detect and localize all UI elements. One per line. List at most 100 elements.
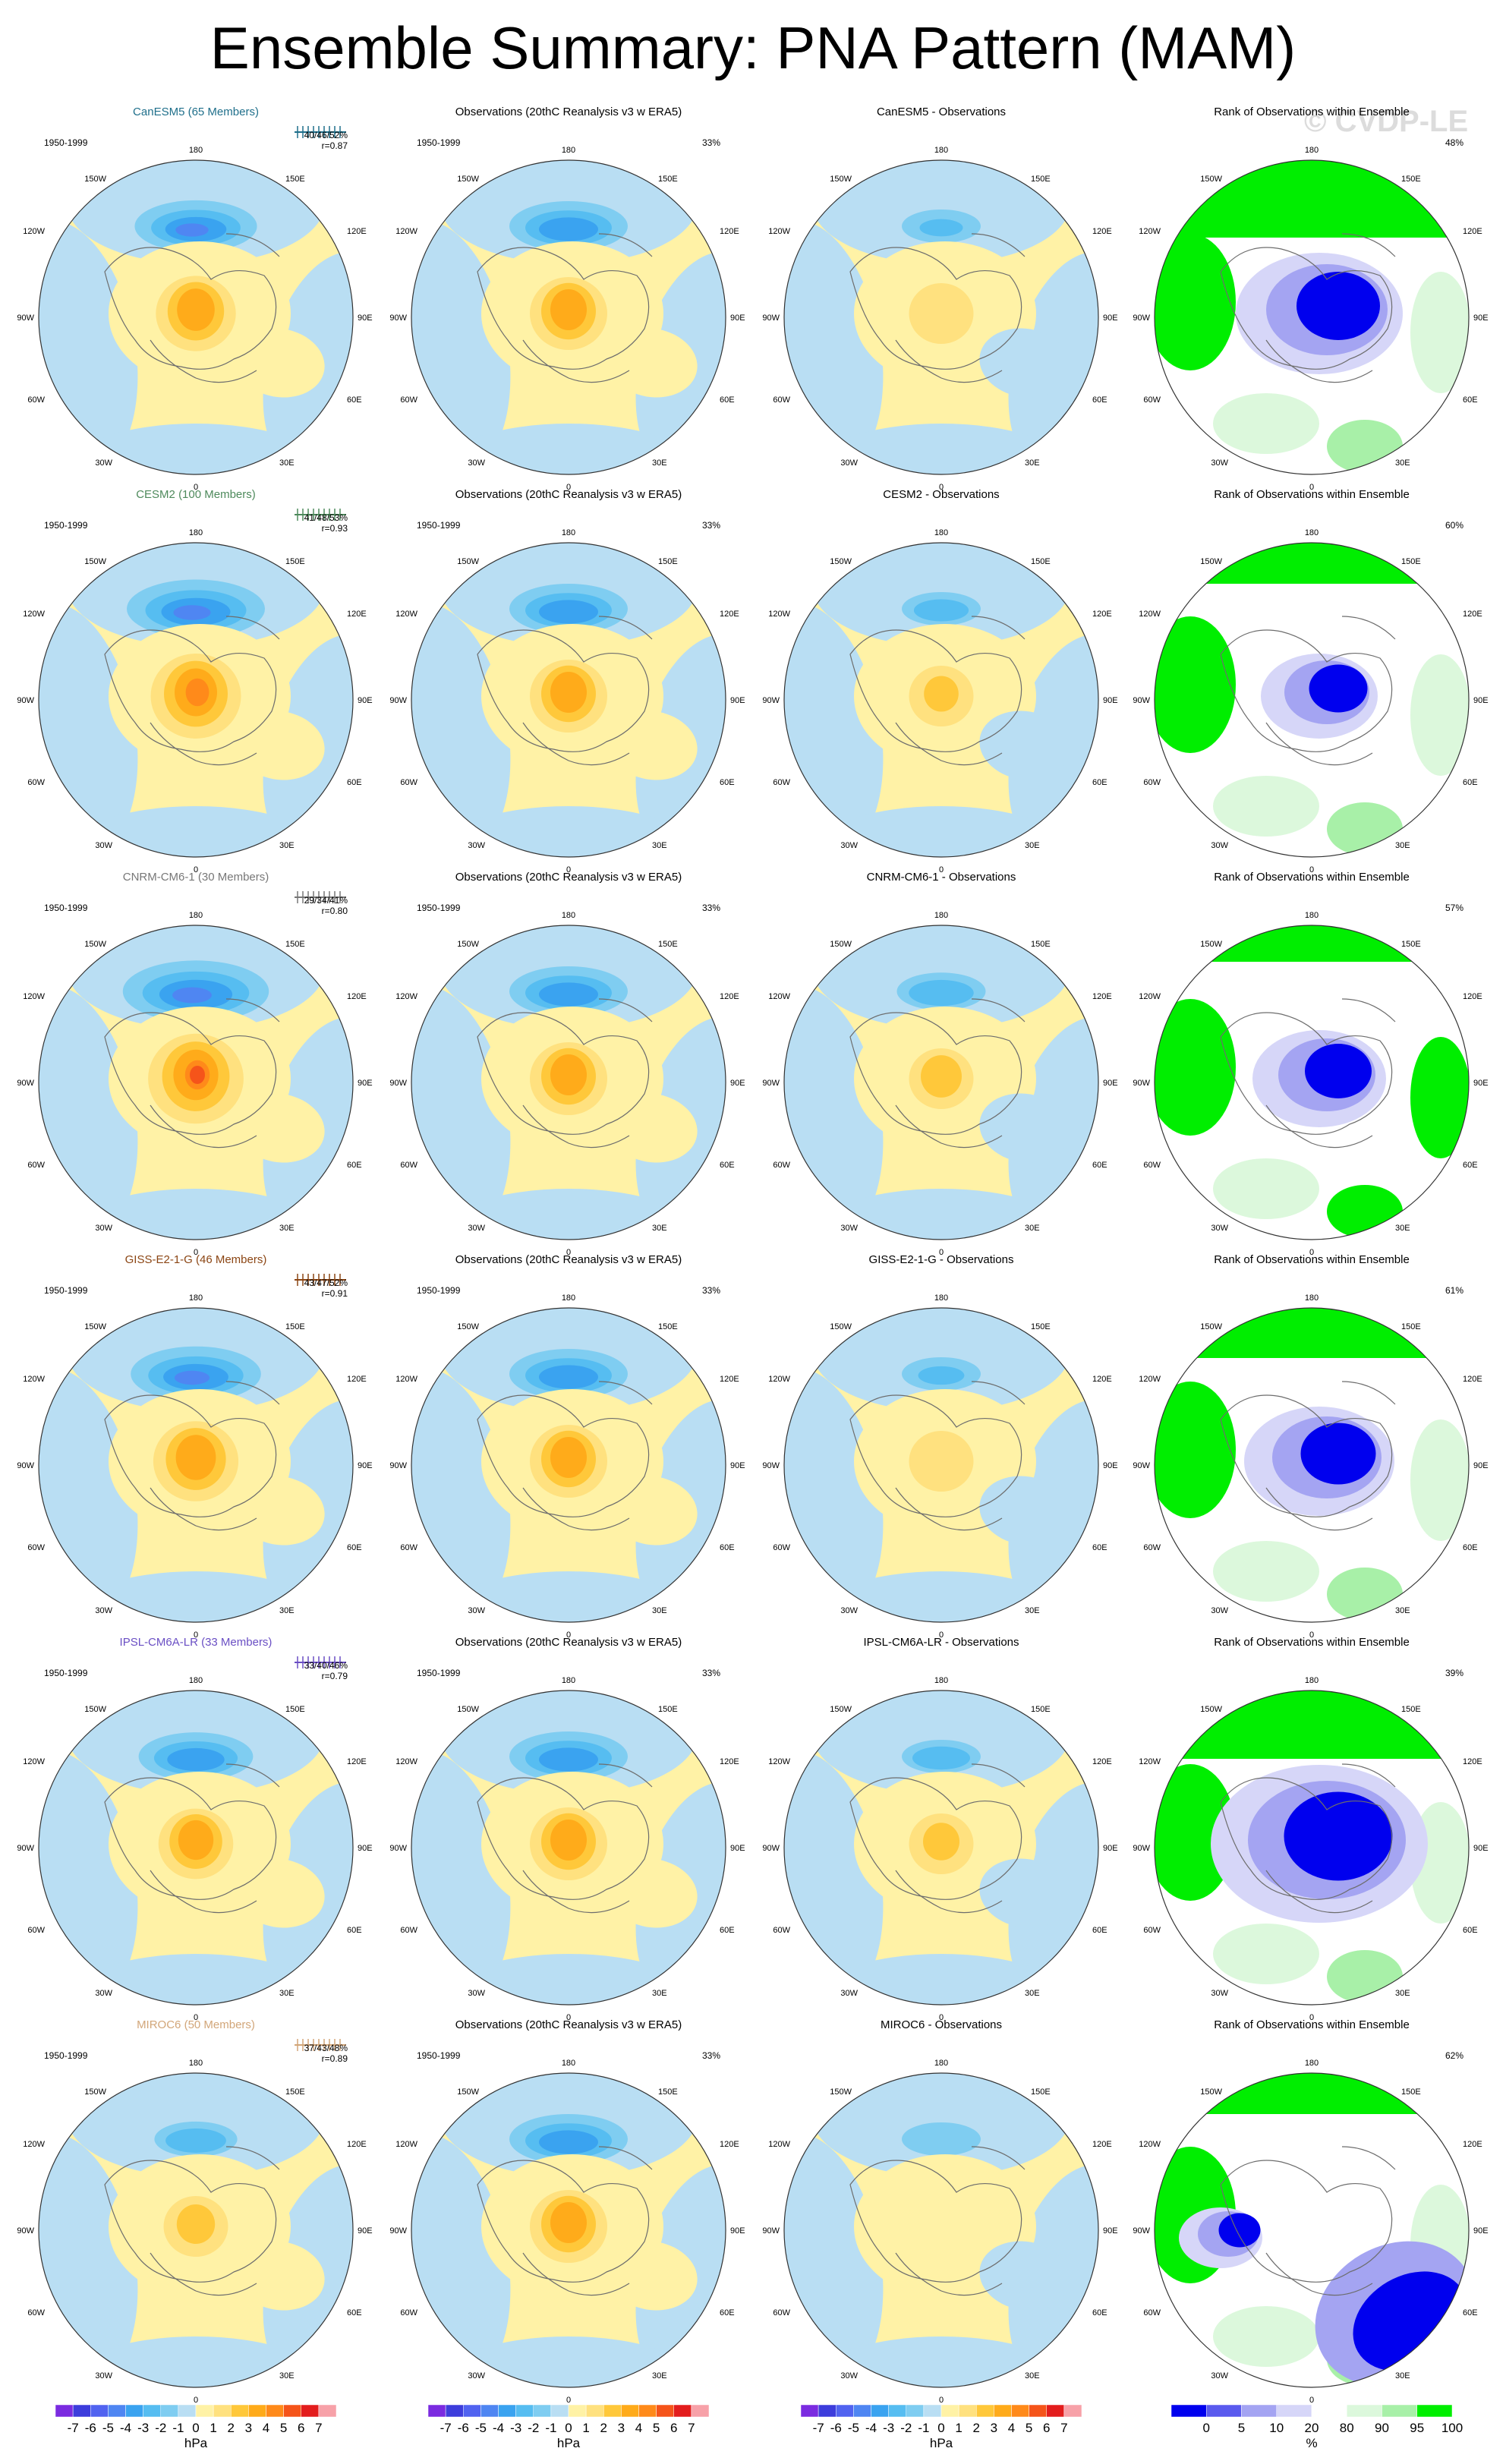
longitude-label: 0 — [939, 2396, 944, 2405]
colorbar-tick-label: 10 — [1269, 2421, 1284, 2435]
longitude-label: 0 — [194, 2396, 198, 2405]
longitude-label: 90W — [389, 1844, 407, 1853]
colorbar-tick-label: -4 — [865, 2421, 877, 2435]
longitude-labels: 180 0 90W 90E 150W 120W 150E 120E 60W 30W 60E 30E — [17, 911, 372, 1257]
longitude-label: 120E — [347, 227, 367, 236]
longitude-label: 90W — [762, 696, 780, 705]
colorbar-swatch — [160, 2404, 179, 2418]
negative-region — [1008, 1782, 1098, 2005]
longitude-label: 60W — [1143, 1161, 1161, 1170]
longitude-label: 150E — [658, 2087, 678, 2097]
longitude-label: 0 — [939, 1631, 944, 1640]
longitude-label: 150W — [830, 1322, 852, 1331]
longitude-label: 150W — [84, 940, 106, 949]
coastline — [150, 1870, 257, 1914]
positive-region — [175, 1435, 216, 1480]
map-border — [411, 1307, 726, 1623]
negative-region — [67, 806, 325, 857]
colorbar-tick-label: 0 — [192, 2421, 199, 2435]
longitude-label: 60W — [400, 778, 417, 787]
period-label: 1950-1999 — [417, 903, 461, 913]
model-title: CanESM5 (65 Members) — [133, 106, 259, 118]
colorbar-swatch — [853, 2404, 871, 2418]
polar-map — [1155, 160, 1469, 474]
coastline — [477, 2160, 650, 2283]
colorbar-tick-label: 4 — [1008, 2421, 1015, 2435]
longitude-label: 90W — [762, 1844, 780, 1853]
page-title: Ensemble Summary: PNA Pattern (MAM) — [210, 14, 1296, 81]
negative-region — [411, 219, 511, 474]
longitude-label: 30W — [1211, 1224, 1228, 1233]
longitude-label: 30E — [652, 1989, 667, 1998]
negative-region — [539, 600, 598, 624]
colorbar-swatch — [1046, 2404, 1065, 2418]
longitude-label: 180 — [934, 528, 948, 537]
map-border — [38, 2072, 354, 2388]
longitude-label: 150E — [285, 2087, 305, 2097]
diff-title: CESM2 - Observations — [883, 488, 999, 501]
longitude-label: 150W — [830, 2087, 852, 2097]
coastline — [225, 998, 280, 1022]
longitude-label: 0 — [194, 1631, 198, 1640]
negative-region — [902, 2122, 981, 2156]
colorbar-swatch — [923, 2404, 942, 2418]
colorbar-tick-label: 7 — [688, 2421, 695, 2435]
longitude-label: 150E — [658, 940, 678, 949]
longitude-label: 120W — [23, 1375, 45, 1384]
period-label: 1950-1999 — [44, 520, 88, 531]
negative-region — [784, 1750, 884, 2005]
longitude-label: 0 — [194, 1248, 198, 1257]
colorbar-tick-label: -4 — [120, 2421, 131, 2435]
longitude-label: 120E — [1463, 2140, 1482, 2149]
longitude-label: 180 — [1305, 146, 1319, 155]
negative-region — [411, 1750, 511, 2005]
longitude-label: 150E — [658, 1705, 678, 1714]
longitude-label: 30E — [279, 458, 295, 468]
longitude-labels: 180 0 90W 90E 150W 120W 150E 120E 60W 30W 60E 30E — [17, 1293, 372, 1640]
colorbar-tick-label: 3 — [991, 2421, 997, 2435]
map-border — [411, 925, 726, 1240]
longitude-label: 30W — [840, 2371, 858, 2381]
polar-map — [784, 543, 1098, 857]
longitude-label: 150E — [1031, 557, 1051, 566]
longitude-label: 30E — [652, 458, 667, 468]
negative-region — [165, 2128, 226, 2153]
rank-percent: 57% — [1445, 903, 1463, 913]
obs-percent: 33% — [702, 2050, 720, 2061]
longitude-label: 30W — [840, 1224, 858, 1233]
longitude-label: 180 — [1305, 2059, 1319, 2068]
longitude-label: 150E — [285, 1705, 305, 1714]
positive-region — [924, 676, 959, 712]
map-border — [1154, 925, 1470, 1240]
coastline — [895, 1487, 1003, 1531]
colorbar-tick-label: -3 — [510, 2421, 521, 2435]
obs-percent: 33% — [702, 1668, 720, 1678]
longitude-label: 90W — [1133, 314, 1150, 323]
longitude-label: 90E — [730, 696, 745, 705]
diff-title: CNRM-CM6-1 - Observations — [867, 871, 1016, 884]
colorbar-swatch — [621, 2404, 639, 2418]
longitude-label: 30W — [95, 1606, 112, 1615]
colorbar-swatch — [1170, 2404, 1207, 2418]
coastline — [1220, 1012, 1393, 1135]
longitude-label: 30W — [1211, 841, 1228, 850]
colorbar-swatch — [248, 2404, 266, 2418]
period-label: 1950-1999 — [44, 2050, 88, 2061]
colorbar-swatch — [1241, 2404, 1277, 2418]
model-title: MIROC6 (50 Members) — [137, 2018, 255, 2031]
positive-region — [550, 1437, 587, 1478]
longitude-labels: 180 0 90W 90E 150W 120W 150E 120E 60W 30W 60E 30E — [389, 2059, 745, 2405]
longitude-label: 30E — [1025, 1989, 1040, 1998]
rank-low-region — [1300, 1423, 1376, 1485]
longitude-label: 0 — [566, 1248, 571, 1257]
longitude-label: 30W — [840, 841, 858, 850]
colorbar-swatch — [427, 2404, 446, 2418]
longitude-label: 30W — [468, 1606, 485, 1615]
polar-map — [784, 1308, 1098, 1622]
longitude-label: 120E — [347, 2140, 367, 2149]
coastline — [522, 2252, 630, 2296]
longitude-label: 90W — [762, 2226, 780, 2236]
coastline — [1341, 233, 1396, 257]
rank-title: Rank of Observations within Ensemble — [1214, 488, 1410, 501]
longitude-label: 60W — [1143, 778, 1161, 787]
